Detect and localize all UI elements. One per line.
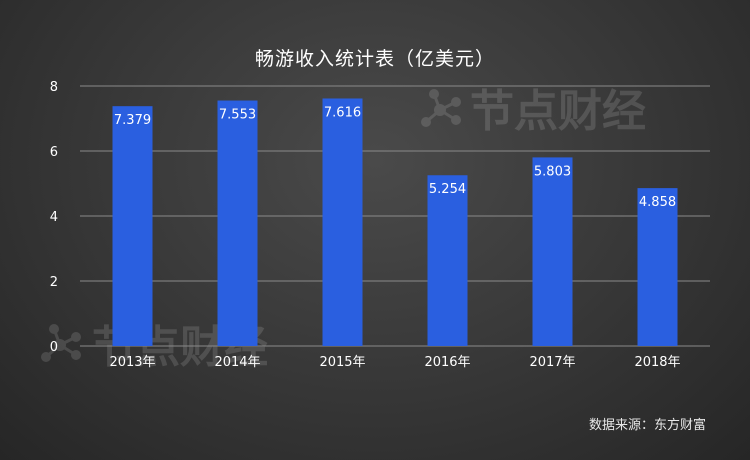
bar-value-label: 7.553 (219, 108, 256, 123)
bar-value-label: 7.616 (324, 105, 361, 120)
x-tick-label: 2013年 (109, 355, 155, 370)
bar-value-label: 7.379 (114, 113, 151, 128)
watermark-top: 节点财经 (421, 86, 646, 137)
y-tick-label: 0 (50, 340, 58, 355)
x-tick-label: 2016年 (424, 355, 470, 370)
y-tick-label: 2 (50, 275, 58, 290)
bar-value-label: 5.803 (534, 164, 571, 179)
y-tick-label: 8 (50, 80, 58, 95)
bar-1 (217, 100, 258, 346)
x-tick-label: 2017年 (529, 355, 575, 370)
x-tick-label: 2015年 (319, 355, 365, 370)
bar-4 (532, 157, 573, 346)
x-tick-label: 2014年 (214, 355, 260, 370)
bar-2 (322, 98, 363, 346)
watermark-logo-icon (41, 324, 81, 362)
bar-5 (637, 188, 678, 346)
svg-text:节点财经: 节点财经 (470, 86, 646, 137)
bar-0 (112, 106, 153, 347)
bar-value-label: 5.254 (429, 182, 466, 197)
y-tick-label: 6 (50, 145, 58, 160)
chart-title: 畅游收入统计表（亿美元） (254, 48, 495, 70)
data-source: 数据来源：东方财富 (588, 418, 706, 433)
y-tick-label: 4 (50, 210, 58, 225)
bar-value-label: 4.858 (639, 195, 676, 210)
watermark-logo-icon (421, 89, 461, 127)
bar-3 (427, 175, 468, 346)
x-tick-label: 2018年 (634, 355, 680, 370)
